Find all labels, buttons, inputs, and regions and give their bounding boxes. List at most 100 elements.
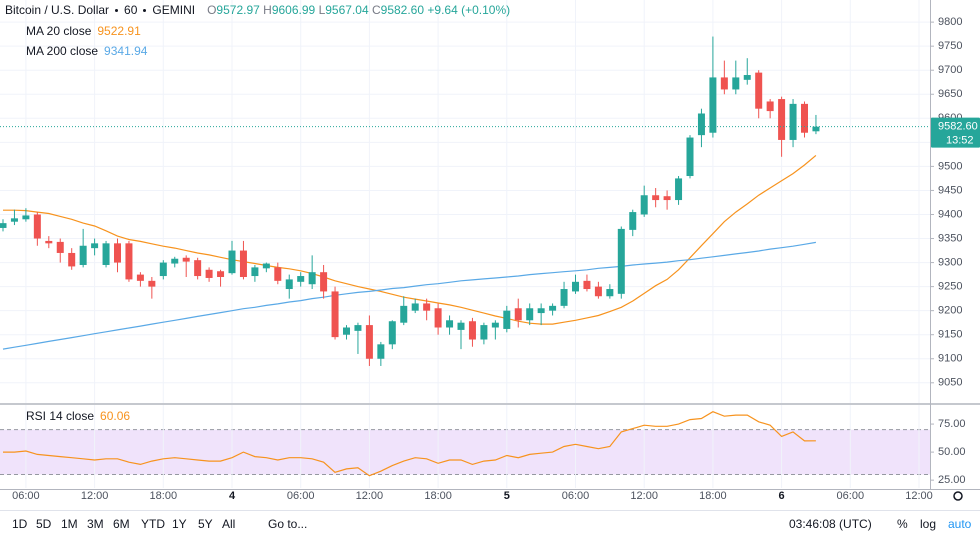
candle-body [308,272,316,285]
y-tick-label: 9300 [938,256,962,268]
candle-body [159,262,167,277]
candle-body [709,77,717,133]
rsi-legend: RSI 14 close 60.06 [26,409,136,423]
x-tick-label: 06:00 [287,490,315,502]
candle-body [194,260,202,277]
legend-value: 9522.91 [97,24,141,38]
toolbar-button[interactable]: 5Y [198,517,213,531]
y-tick-label: 9100 [938,353,962,365]
toolbar: Go to... 03:46:08 (UTC) 1D 5D 1M 3M 6M YTD 1Y 5… [0,510,980,534]
y-tick-label: 9500 [938,160,962,172]
y-tick-label: 9050 [938,377,962,389]
toolbar-button[interactable]: 3M [87,517,104,531]
rsi-band [0,429,930,475]
x-tick-label: 06:00 [12,490,40,502]
ohlc-label: H [263,3,272,17]
candle-body [652,195,660,201]
ohlc-label: L [318,3,326,17]
candle-body [217,271,225,278]
candle-body [343,327,350,335]
candle-body [663,196,671,201]
candle-body [801,103,808,133]
toolbar-button[interactable]: 1D [12,517,28,531]
y-tick-label: 25.00 [938,474,966,486]
y-tick-label: 9800 [938,16,962,28]
separator [115,8,119,12]
candle-body [457,322,465,330]
candle-body [297,276,305,282]
candle-body [434,308,442,328]
toolbar-button[interactable]: % [897,517,908,531]
candle-body [262,263,270,269]
candle-body [251,267,259,277]
y-tick-label: 9200 [938,305,962,317]
candle-body [560,289,568,306]
x-tick-label: 6 [779,490,785,502]
countdown: 13:52 [946,135,974,147]
separator [143,8,147,12]
chart: 06:00 12:00 18:00 4 06:00 12:00 18:00 5 06:00 12:… [0,0,980,502]
candle-body [526,308,534,321]
y-tick-label: 9150 [938,329,962,341]
candle-body [114,243,121,263]
legend-name: RSI 14 close [26,409,95,423]
symbol: Bitcoin / U.S. Dollar [5,3,110,17]
candle-body [274,267,282,281]
candle-body [148,280,156,287]
candle-body [789,103,797,140]
ohlc-value: 9606.99 [271,3,316,17]
candle-body [423,303,431,311]
candle-body [102,243,110,265]
candle-body [640,195,648,215]
y-tick-label: 9350 [938,232,962,244]
x-tick-label: 12:00 [630,490,658,502]
candle-body [365,325,373,359]
toolbar-button[interactable]: auto [948,517,972,531]
toolbar-button[interactable]: log [920,517,937,531]
toolbar-button[interactable]: 1M [61,517,78,531]
goto-button[interactable]: Go to... [268,517,308,531]
y-tick-label: 9450 [938,184,962,196]
candle-body [572,281,579,292]
x-tick-label: 18:00 [150,490,178,502]
candle-body [285,279,293,290]
last-price-label: 9582.60 [938,121,978,133]
toolbar-button[interactable]: All [222,517,236,531]
candle-body [697,113,705,136]
candle-body [778,99,786,140]
candle-body [629,212,637,230]
candle-body [320,272,328,292]
candle-body [171,258,179,264]
candle-body [388,321,396,345]
legend-name: MA 20 close [26,24,92,38]
candle-body [503,310,511,329]
candle-body [720,77,728,90]
legend-value: 60.06 [100,409,131,423]
candle-body [91,243,99,249]
y-tick-label: 9750 [938,40,962,52]
candle-body [480,325,488,340]
candle-body [228,250,236,274]
candle-body [331,291,339,338]
ma200-legend: MA 200 close 9341.94 [26,44,153,58]
candle-body [0,223,7,228]
candle-body [377,344,385,359]
candle-body [686,137,694,177]
candle-body [33,214,41,239]
ohlc: O9572.97 H9606.99 L9567.04 C9582.60 +9.6… [207,3,510,17]
legend-value: 9341.94 [104,44,148,58]
ohlc-value: 9582.60 [380,3,425,17]
toolbar-button[interactable]: 6M [113,517,130,531]
legend-name: MA 200 close [26,44,99,58]
toolbar-button[interactable]: 5D [36,517,52,531]
toolbar-button[interactable]: YTD [141,517,165,531]
change: +9.64 (+0.10%) [427,3,511,17]
candle-body [743,75,751,80]
y-tick-label: 50.00 [938,446,966,458]
toolbar-button[interactable]: 1Y [172,517,187,531]
candle-body [411,303,419,311]
x-tick-label: 06:00 [562,490,590,502]
candle-body [125,243,133,280]
y-tick-label: 9400 [938,208,962,220]
